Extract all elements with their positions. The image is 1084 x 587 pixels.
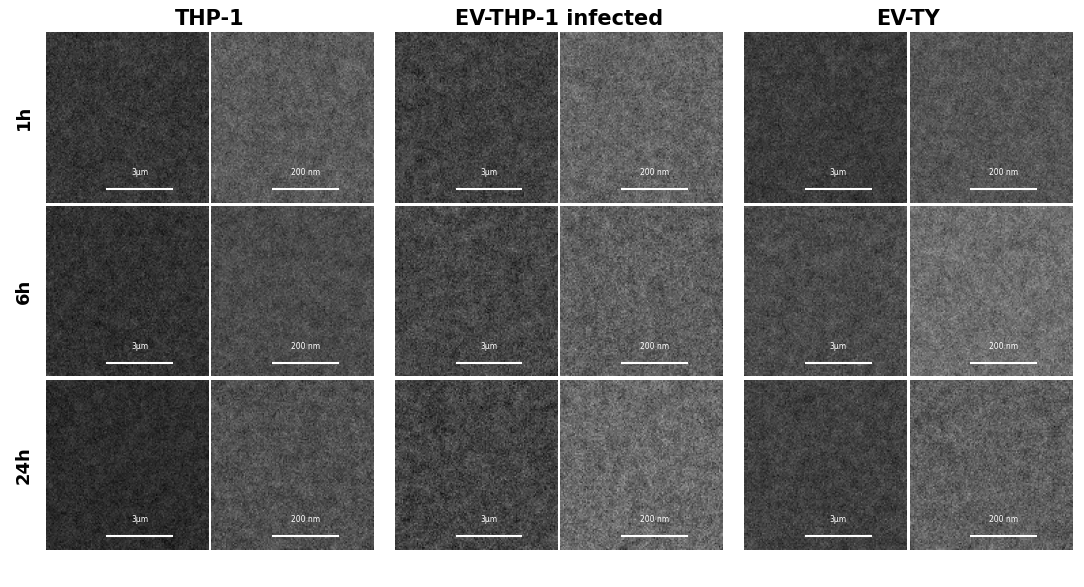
Text: 1h: 1h — [15, 104, 33, 130]
Text: 200 nm: 200 nm — [640, 515, 669, 525]
Text: 3μm: 3μm — [480, 515, 498, 525]
Text: 3μm: 3μm — [131, 342, 149, 350]
Text: 200 nm: 200 nm — [990, 168, 1019, 177]
Text: 24h: 24h — [15, 446, 33, 484]
Text: 3μm: 3μm — [830, 515, 847, 525]
Text: 3μm: 3μm — [480, 168, 498, 177]
Text: 200 nm: 200 nm — [640, 342, 669, 350]
Text: 3μm: 3μm — [131, 168, 149, 177]
Text: 200 nm: 200 nm — [291, 515, 320, 525]
Text: 3μm: 3μm — [480, 342, 498, 350]
Text: 6h: 6h — [15, 278, 33, 304]
Text: THP-1: THP-1 — [175, 9, 244, 29]
Text: 200 nm: 200 nm — [990, 515, 1019, 525]
Text: 3μm: 3μm — [830, 168, 847, 177]
Text: 200 nm: 200 nm — [640, 168, 669, 177]
Text: EV-THP-1 infected: EV-THP-1 infected — [455, 9, 662, 29]
Text: 200 nm: 200 nm — [291, 342, 320, 350]
Text: 3μm: 3μm — [131, 515, 149, 525]
Text: 200 nm: 200 nm — [291, 168, 320, 177]
Text: 3μm: 3μm — [830, 342, 847, 350]
Text: 200 nm: 200 nm — [990, 342, 1019, 350]
Text: EV-TY: EV-TY — [876, 9, 940, 29]
